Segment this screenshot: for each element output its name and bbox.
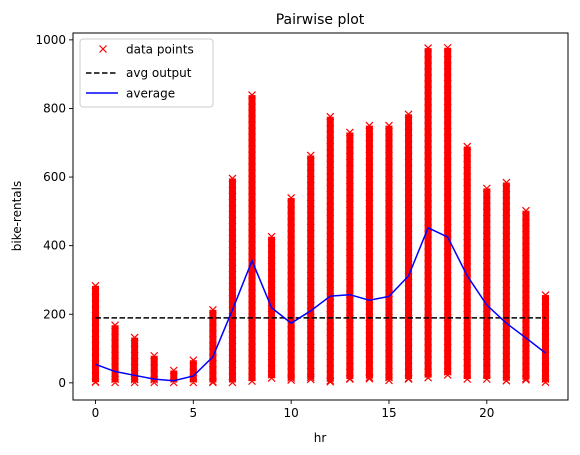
data-point-markers — [111, 321, 119, 387]
x-tick-label: 20 — [479, 406, 494, 420]
data-point-markers — [541, 291, 550, 387]
data-points-column — [307, 155, 315, 380]
legend-entry-data-points: data points — [99, 43, 194, 57]
data-points-hr-5 — [189, 356, 198, 387]
data-points-column — [287, 197, 295, 381]
x-tick-label: 10 — [284, 406, 299, 420]
data-points-column — [463, 146, 471, 380]
data-point-markers — [424, 44, 433, 382]
data-point-markers — [385, 121, 393, 385]
data-points-hr-7 — [228, 174, 237, 387]
data-point-markers — [208, 305, 217, 387]
x-tick-label: 5 — [190, 406, 198, 420]
data-points-hr-11 — [306, 151, 315, 384]
data-points-column — [385, 125, 393, 381]
data-points-hr-19 — [463, 142, 472, 384]
legend-label-avg-output: avg output — [126, 66, 192, 80]
data-point-markers — [502, 178, 511, 385]
data-points-hr-2 — [130, 333, 139, 387]
data-points-column — [542, 295, 549, 383]
axes-frame — [72, 32, 569, 401]
y-axis-title: bike-rentals — [10, 181, 24, 252]
data-point-markers — [443, 43, 452, 379]
y-tick-label: 800 — [43, 101, 66, 115]
data-points-hr-0 — [91, 281, 100, 387]
data-points-hr-14 — [365, 121, 374, 383]
data-points-hr-12 — [326, 112, 335, 386]
data-points-column — [502, 182, 510, 381]
chart-title: Pairwise plot — [276, 12, 365, 28]
data-points-hr-1 — [111, 321, 119, 387]
legend-box — [79, 38, 214, 108]
legend-entry-avg-output: avg output — [86, 66, 192, 80]
legend-label-average: average — [126, 87, 175, 101]
data-point-markers — [404, 110, 413, 384]
y-tick-label: 200 — [43, 307, 66, 321]
data-points-column — [189, 360, 197, 383]
data-points-hr-13 — [345, 128, 354, 384]
data-points-column — [424, 48, 432, 378]
plot-area — [91, 43, 550, 387]
data-point-markers — [189, 356, 198, 387]
x-tick-label: 0 — [92, 406, 100, 420]
data-point-markers — [130, 333, 139, 387]
data-points-column — [444, 47, 452, 375]
data-points-hr-20 — [482, 184, 491, 384]
data-points-hr-8 — [248, 91, 256, 386]
legend: data points avg output average — [79, 38, 214, 108]
data-point-markers — [345, 128, 354, 384]
data-points-hr-15 — [385, 121, 393, 385]
data-points-hr-16 — [404, 110, 413, 384]
data-points-hr-17 — [424, 44, 433, 382]
data-point-markers — [228, 174, 237, 387]
data-points-hr-21 — [502, 178, 511, 385]
data-point-markers — [267, 232, 276, 382]
y-tick-label: 400 — [43, 239, 66, 253]
data-points-hr-18 — [443, 43, 452, 379]
legend-label-data-points: data points — [126, 43, 194, 57]
y-tick-label: 0 — [58, 376, 66, 390]
data-points-column — [346, 132, 354, 380]
data-points-hr-10 — [287, 194, 296, 385]
data-point-markers — [169, 366, 178, 387]
data-points-column — [111, 325, 119, 383]
data-point-markers — [248, 91, 256, 386]
legend-entry-average: average — [86, 87, 175, 101]
data-point-markers — [482, 184, 491, 384]
x-tick-label: 15 — [381, 406, 396, 420]
data-point-markers — [463, 142, 472, 384]
data-points-hr-3 — [150, 351, 159, 387]
data-points-column — [248, 95, 256, 382]
data-point-markers — [522, 206, 530, 384]
y-tick-label: 1000 — [35, 33, 66, 47]
data-points-hr-23 — [541, 291, 550, 387]
data-points-hr-22 — [522, 206, 530, 384]
x-axis-title: hr — [314, 431, 327, 445]
average-line — [95, 226, 546, 382]
data-points-hr-6 — [208, 305, 217, 387]
data-points-column — [131, 337, 139, 383]
data-points-hr-4 — [169, 366, 178, 387]
data-point-markers — [91, 281, 100, 387]
legend-x-marker-icon — [99, 45, 107, 53]
data-points-column — [150, 355, 158, 383]
y-tick-label: 600 — [43, 170, 66, 184]
